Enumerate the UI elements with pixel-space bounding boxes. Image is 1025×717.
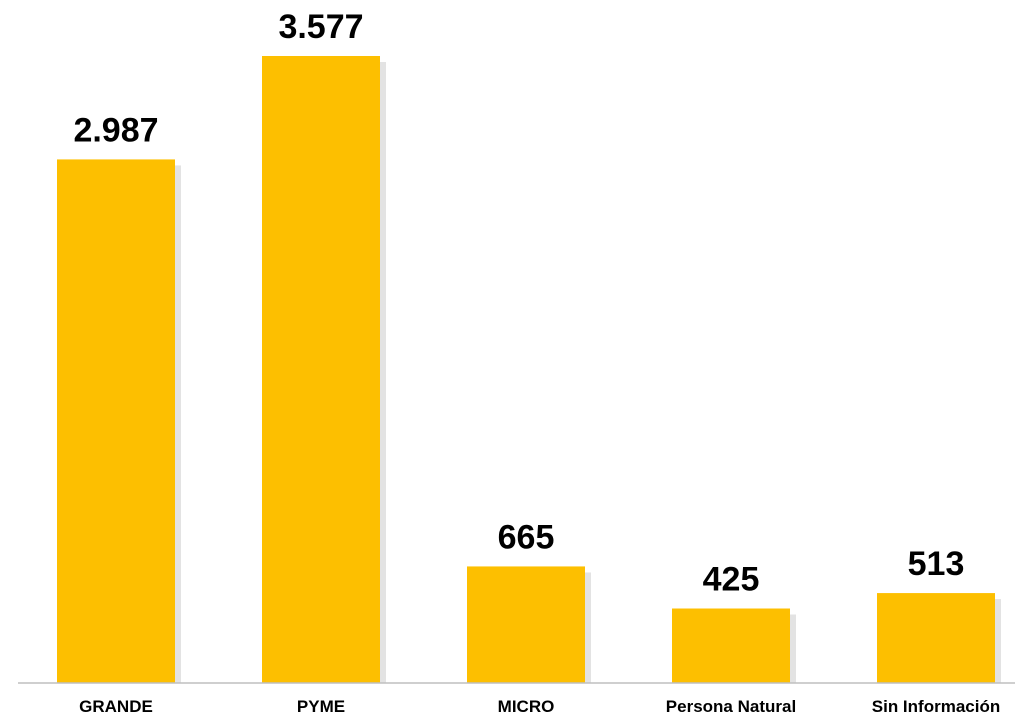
tick-label-pyme: PYME [297,697,345,716]
bar-micro [467,566,585,683]
bar-sin-informacion [877,593,995,683]
bar-pyme [262,56,380,683]
value-labels: 2.987 3.577 665 425 513 [73,8,964,599]
bar-grande [57,159,175,683]
data-label-pyme: 3.577 [278,8,363,46]
bar-persona-natural [672,608,790,683]
data-label-grande: 2.987 [73,111,158,149]
tick-label-micro: MICRO [498,697,555,716]
category-labels: GRANDE PYME MICRO Persona Natural Sin Inform… [79,697,1000,716]
bars [57,56,995,683]
tick-label-sin-informacion: Sin Información [872,697,1000,716]
data-label-micro: 665 [498,518,555,556]
tick-label-grande: GRANDE [79,697,153,716]
tick-label-persona-natural: Persona Natural [666,697,796,716]
data-label-sin-informacion: 513 [908,545,965,583]
data-label-persona-natural: 425 [703,561,760,599]
